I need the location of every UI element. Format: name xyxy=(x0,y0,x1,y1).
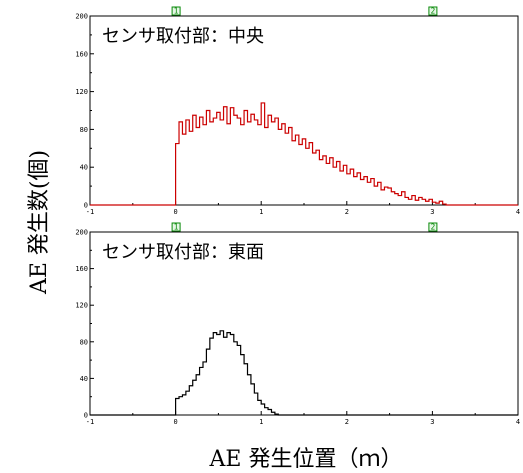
y-tick-label: 120 xyxy=(75,88,88,96)
histogram-bar xyxy=(265,128,268,205)
histogram-bar xyxy=(306,148,309,205)
histogram-bar xyxy=(299,145,302,205)
histogram-bar xyxy=(278,129,281,205)
histogram-bar xyxy=(227,333,230,415)
histogram-bar xyxy=(254,120,257,205)
y-tick-label: 200 xyxy=(75,229,88,237)
histogram-bar xyxy=(220,120,223,205)
x-tick-label: 2 xyxy=(345,208,349,216)
y-tick-label: 120 xyxy=(75,302,88,310)
histogram-bar xyxy=(333,167,336,205)
cursor-marker-label: 1 xyxy=(174,7,179,16)
cursor-marker-label: 1 xyxy=(174,223,179,232)
y-tick-label: 80 xyxy=(80,126,88,134)
x-axis-label: AE 発生位置（ｍ） xyxy=(209,447,403,472)
histogram-bar xyxy=(203,362,206,415)
histogram-bar xyxy=(189,131,192,205)
histogram-bar xyxy=(217,112,220,205)
cursor-marker-2 xyxy=(428,222,438,232)
histogram-bar xyxy=(230,334,233,415)
y-tick-label: 0 xyxy=(84,412,88,420)
y-tick-label: 40 xyxy=(80,375,88,383)
histogram-bar xyxy=(237,345,240,415)
y-tick-label: 160 xyxy=(75,50,88,58)
histogram-bar xyxy=(248,122,251,205)
histogram-outline xyxy=(90,102,518,206)
histogram-bar xyxy=(271,122,274,205)
y-tick-label: 200 xyxy=(75,13,88,21)
histogram-bar xyxy=(367,182,370,205)
y-tick-label: 0 xyxy=(84,202,88,210)
histogram-bar xyxy=(285,133,288,205)
histogram-bar xyxy=(374,186,377,205)
cursor-marker-label: 2 xyxy=(430,223,435,232)
panel-title: センサ取付部：中央 xyxy=(102,26,264,47)
histogram-bar xyxy=(268,115,271,205)
x-tick-label: 3 xyxy=(430,208,434,216)
histogram-bar xyxy=(251,114,254,205)
x-tick-label: 2 xyxy=(345,418,349,426)
y-tick-label: 80 xyxy=(80,338,88,346)
histogram-bar xyxy=(213,118,216,205)
histogram-bar xyxy=(275,118,278,205)
y-axis-label: AE 発生数(個) xyxy=(27,150,52,295)
histogram-bar xyxy=(182,395,185,415)
histogram-bar xyxy=(179,397,182,415)
histogram-bar xyxy=(313,153,316,205)
histogram-bar xyxy=(326,163,329,205)
x-tick-label: 4 xyxy=(516,208,520,216)
histogram-bar xyxy=(237,118,240,205)
cursor-marker-label: 2 xyxy=(430,7,435,16)
histogram-bar xyxy=(258,125,261,205)
histogram-bar xyxy=(234,115,237,205)
x-tick-label: -1 xyxy=(86,208,94,216)
histogram-bar xyxy=(292,141,295,205)
histogram-bar xyxy=(203,125,206,205)
panel-title: センサ取付部：東面 xyxy=(102,242,264,263)
histogram-bar xyxy=(200,117,203,205)
histogram-bar xyxy=(241,125,244,205)
histogram-bar xyxy=(234,342,237,415)
histogram-bar xyxy=(220,331,223,415)
histogram-bar xyxy=(213,333,216,415)
y-tick-label: 160 xyxy=(75,265,88,273)
cursor-marker-2 xyxy=(428,6,438,16)
histogram-bar xyxy=(224,337,227,415)
histogram-bar xyxy=(398,196,401,205)
histogram-outline xyxy=(90,330,518,416)
cursor-marker-1 xyxy=(171,6,181,16)
histogram-bar xyxy=(415,200,418,205)
x-tick-label: 0 xyxy=(173,208,177,216)
x-tick-label: -1 xyxy=(86,418,94,426)
histogram-bar xyxy=(182,134,185,205)
y-tick-label: 40 xyxy=(80,164,88,172)
x-tick-label: 1 xyxy=(259,418,263,426)
cursor-marker-1 xyxy=(171,222,181,232)
histogram-bar xyxy=(347,174,350,205)
histogram-bar xyxy=(340,171,343,205)
histogram-bar xyxy=(354,177,357,205)
x-tick-label: 4 xyxy=(516,418,520,426)
histogram-bar xyxy=(282,124,285,205)
histogram-bar xyxy=(319,160,322,205)
histogram-bar xyxy=(408,199,411,205)
histogram-bar xyxy=(217,334,220,415)
x-tick-label: 3 xyxy=(430,418,434,426)
histogram-bar xyxy=(210,122,213,205)
histogram-bar xyxy=(227,124,230,205)
x-tick-label: 0 xyxy=(173,418,177,426)
histogram-bar xyxy=(196,128,199,205)
histogram-bar xyxy=(295,135,298,205)
histogram-bar xyxy=(360,179,363,205)
histogram-bar xyxy=(381,190,384,205)
x-tick-label: 1 xyxy=(259,208,263,216)
